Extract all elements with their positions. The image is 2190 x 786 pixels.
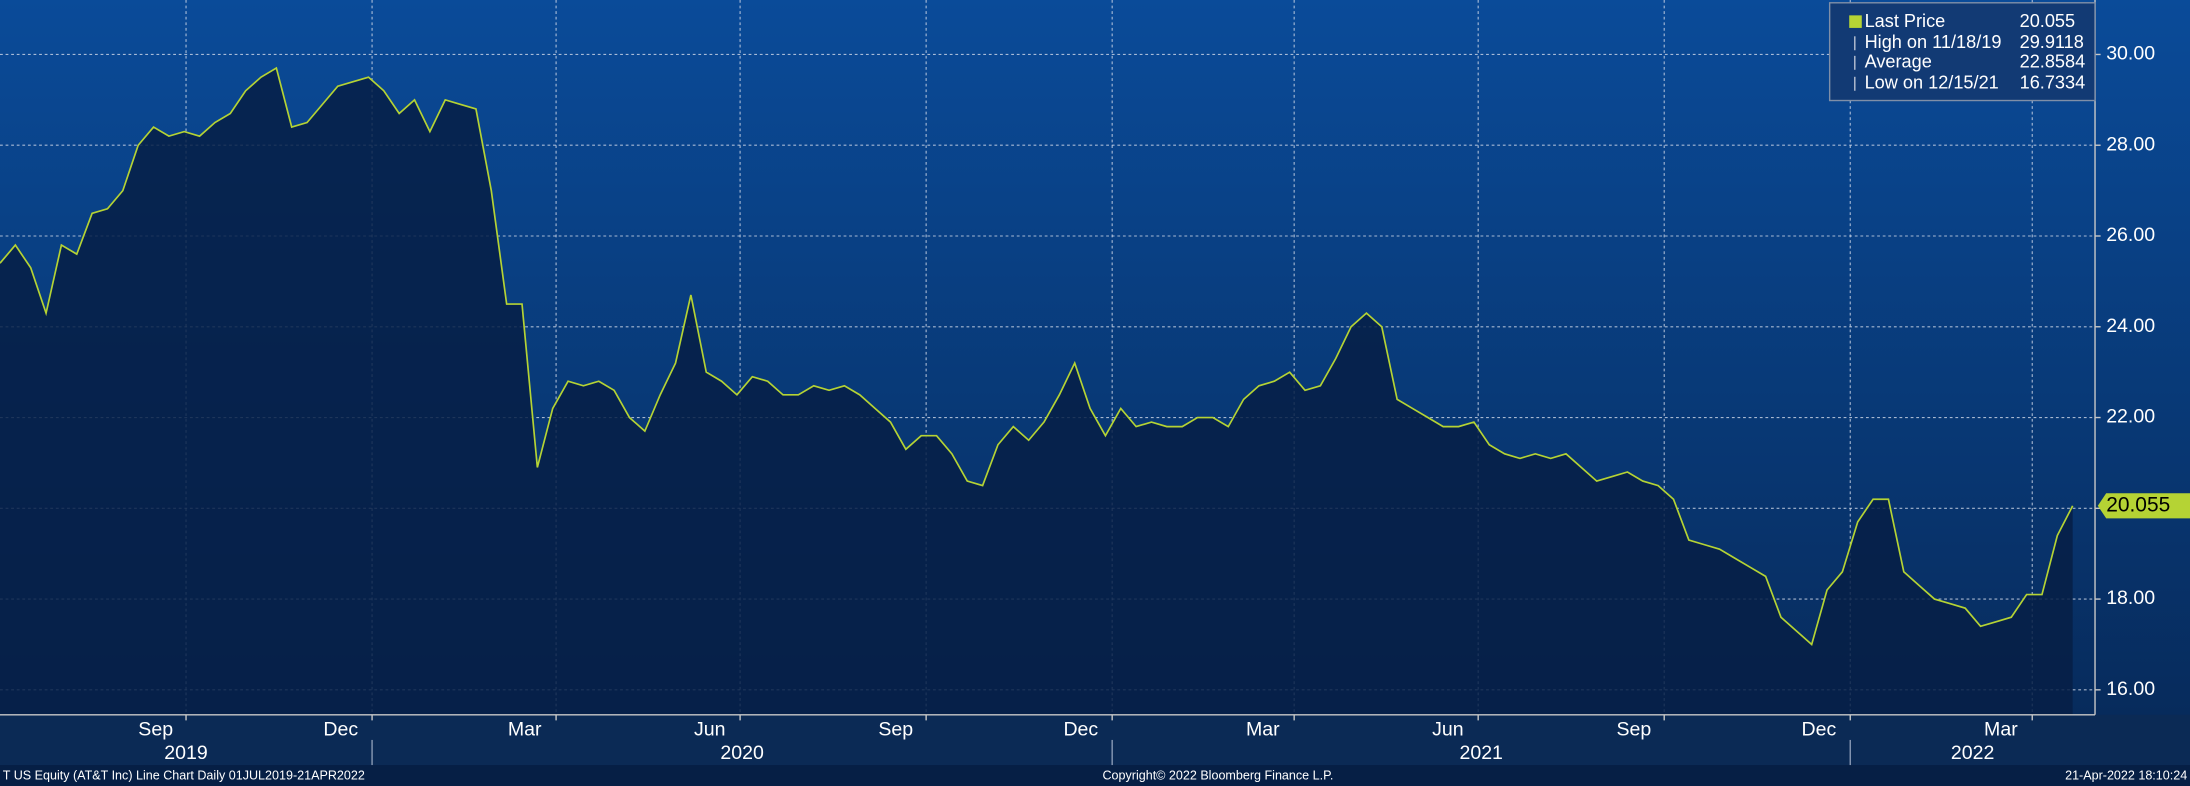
last-price-label: 20.055 xyxy=(2106,493,2170,516)
x-tick-label: Sep xyxy=(878,718,913,740)
year-label: 2019 xyxy=(164,742,207,764)
price-line xyxy=(0,66,2074,646)
year-label: 2022 xyxy=(1951,742,1994,764)
x-tick-label: Mar xyxy=(1246,718,1280,740)
legend-value: 20.055 xyxy=(2020,11,2076,31)
footer-band xyxy=(0,765,2190,786)
legend-label: Average xyxy=(1865,52,1932,72)
x-tick-label: Dec xyxy=(1802,718,1837,740)
y-tick-label: 28.00 xyxy=(2106,133,2155,155)
footer-right: 21-Apr-2022 18:10:24 xyxy=(2065,769,2187,783)
area-fill xyxy=(0,68,2073,715)
plot xyxy=(0,66,2074,715)
x-tick-label: Sep xyxy=(138,718,173,740)
legend-box xyxy=(1828,2,2096,102)
x-tick-label: Jun xyxy=(1432,718,1464,740)
x-tick-label: Dec xyxy=(323,718,358,740)
x-tick-label: Dec xyxy=(1063,718,1098,740)
axis-band xyxy=(0,714,2190,766)
legend-value: 22.8584 xyxy=(2020,52,2086,72)
year-label: 2021 xyxy=(1459,742,1502,764)
y-tick-label: 18.00 xyxy=(2106,587,2155,609)
y-tick-label: 24.00 xyxy=(2106,315,2155,337)
last-price-tag xyxy=(2097,493,2190,519)
legend-value: 29.9118 xyxy=(2020,32,2084,52)
y-tick-label: 16.00 xyxy=(2106,678,2155,700)
x-tick-label: Jun xyxy=(694,718,726,740)
legend-label: Last Price xyxy=(1865,11,1946,31)
legend-swatch xyxy=(1849,15,1862,28)
axes: 16.0018.0020.0022.0024.0026.0028.0030.00… xyxy=(138,43,2190,766)
x-tick-label: Sep xyxy=(1616,718,1651,740)
legend-value: 16.7334 xyxy=(2020,73,2086,93)
y-tick-label: 30.00 xyxy=(2106,43,2155,65)
footer-center: Copyright© 2022 Bloomberg Finance L.P. xyxy=(1102,769,1333,783)
y-tick-label: 26.00 xyxy=(2106,224,2155,246)
footer-left: T US Equity (AT&T Inc) Line Chart Daily … xyxy=(3,769,365,783)
x-tick-label: Mar xyxy=(508,718,542,740)
legend-label: High on 11/18/19 xyxy=(1865,32,2002,52)
legend: Last Price 20.055 High on 11/18/19 29.9118 A… xyxy=(1828,2,2096,102)
y-tick-label: 22.00 xyxy=(2106,406,2155,428)
legend-label: Low on 12/15/21 xyxy=(1865,73,1999,93)
x-tick-label: Mar xyxy=(1984,718,2018,740)
year-label: 2020 xyxy=(720,742,764,764)
